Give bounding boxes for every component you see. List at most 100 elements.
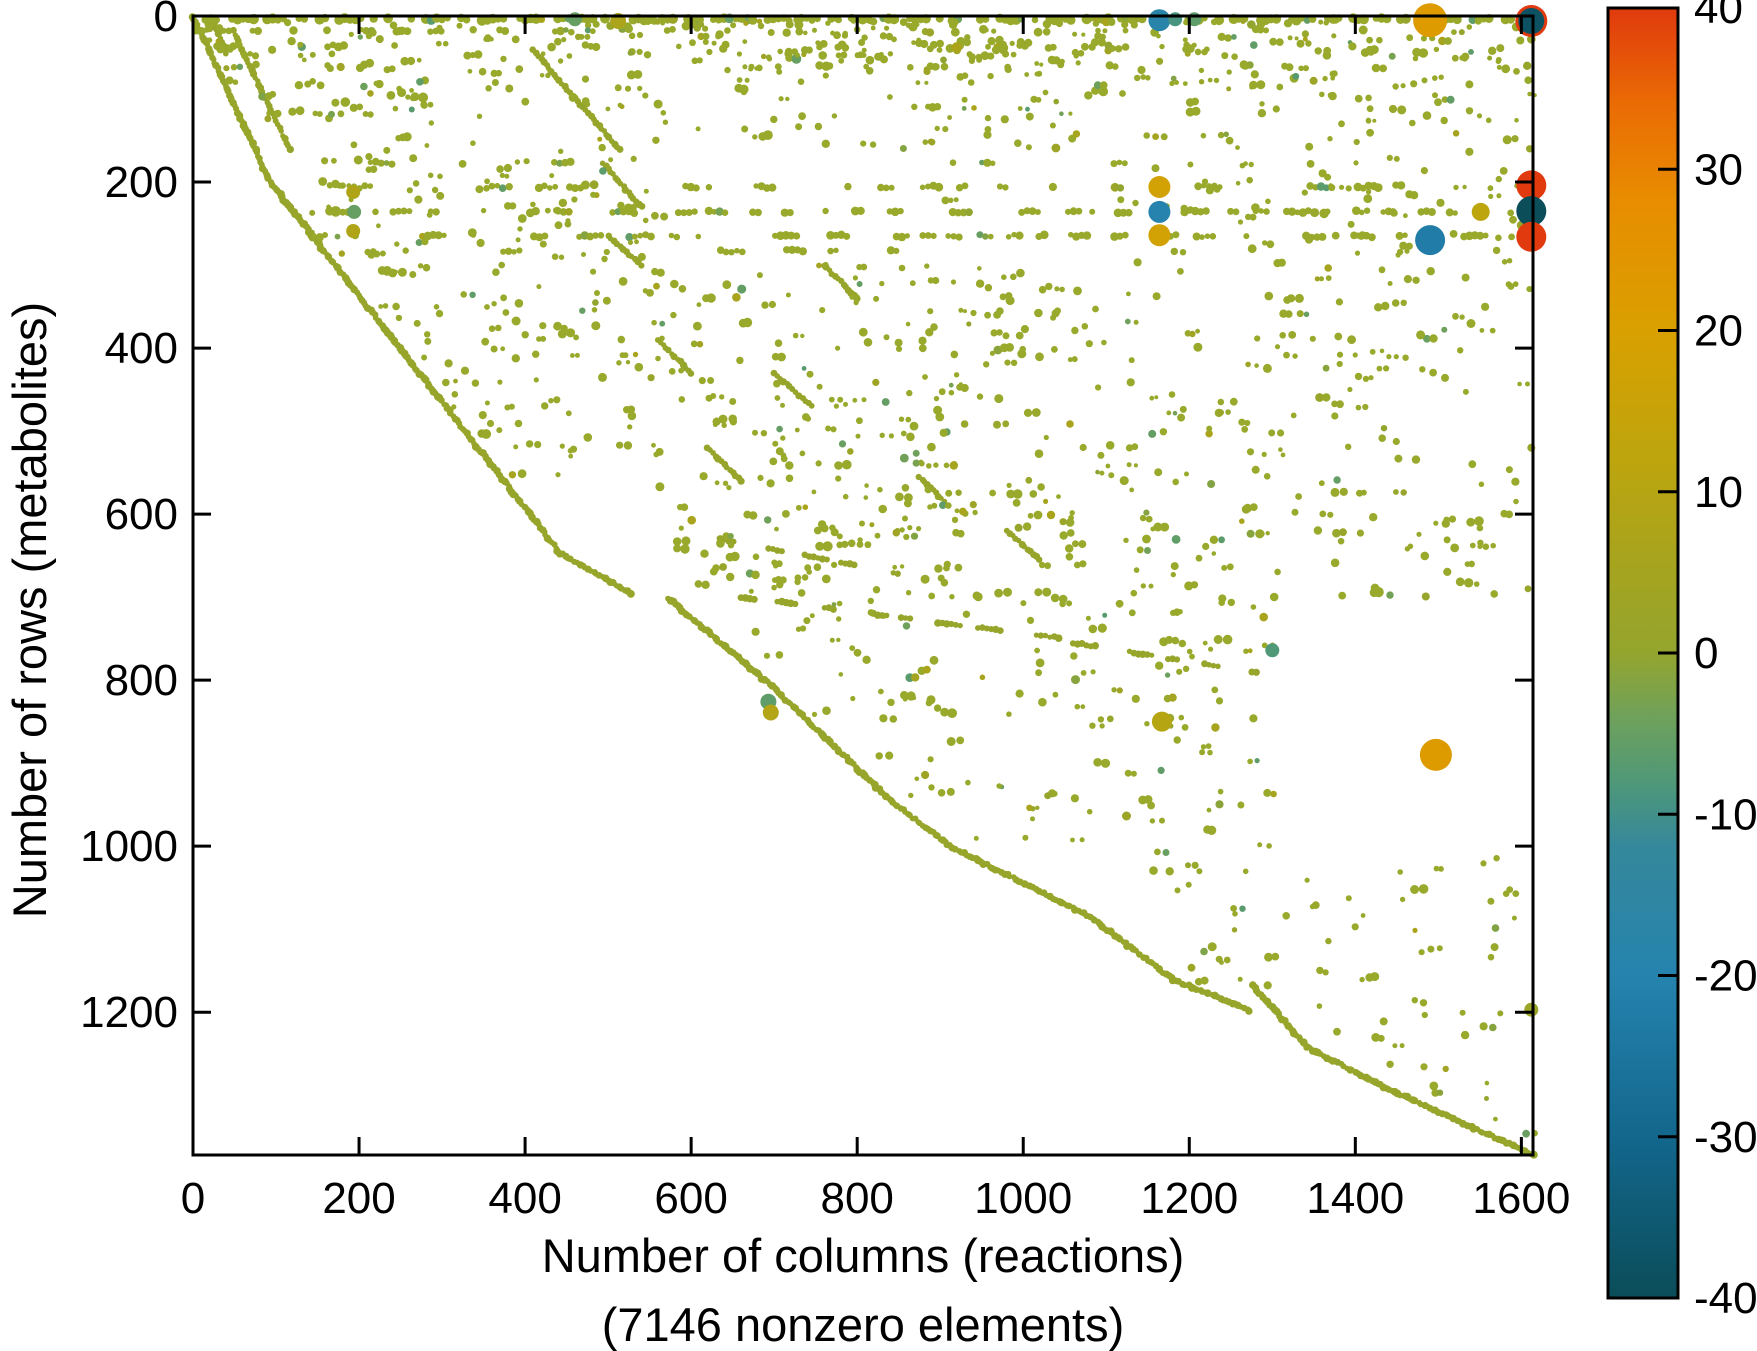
matrix-dot (927, 138, 935, 145)
matrix-dot (954, 563, 963, 572)
matrix-dot (1282, 912, 1290, 920)
matrix-dot (699, 472, 708, 481)
matrix-dot (1429, 1081, 1439, 1091)
matrix-dot (1147, 801, 1155, 810)
matrix-dot (223, 65, 230, 72)
matrix-dot (911, 40, 916, 45)
matrix-dot (960, 420, 969, 428)
matrix-dot (1018, 269, 1023, 274)
matrix-dot (1216, 19, 1222, 26)
matrix-dot (1221, 564, 1228, 571)
y-tick-label: 400 (105, 324, 178, 373)
matrix-dot (1217, 32, 1226, 42)
matrix-dot (1073, 286, 1082, 296)
matrix-dot (1254, 335, 1261, 342)
matrix-dot (541, 232, 549, 240)
matrix-dot (1277, 429, 1285, 437)
matrix-dot (628, 32, 636, 40)
matrix-dot (1315, 393, 1324, 402)
matrix-dot (1026, 616, 1035, 625)
matrix-dot (373, 80, 380, 87)
matrix-dot (947, 708, 957, 719)
matrix-dot (395, 314, 403, 322)
matrix-dot (803, 30, 808, 36)
matrix-dot (558, 254, 565, 260)
matrix-dot (1392, 437, 1400, 446)
matrix-dot (912, 449, 920, 457)
matrix-dot (602, 296, 611, 305)
matrix-dot (911, 103, 918, 111)
matrix-dot (984, 284, 993, 292)
matrix-dot (1403, 275, 1412, 284)
matrix-dot (744, 77, 750, 83)
matrix-dot (570, 353, 575, 358)
matrix-dot (1411, 997, 1419, 1004)
matrix-dot (724, 27, 731, 34)
matrix-dot (1460, 1030, 1470, 1040)
matrix-dot (536, 336, 542, 342)
matrix-dot (1097, 623, 1107, 633)
matrix-dot (934, 564, 943, 573)
matrix-dot (1130, 770, 1137, 777)
matrix-dot (768, 300, 777, 309)
matrix-dot (996, 183, 1004, 190)
matrix-dot (1022, 522, 1032, 531)
matrix-dot (996, 783, 1002, 789)
matrix-dot (859, 520, 865, 527)
matrix-dot (421, 354, 428, 361)
matrix-dot (630, 155, 637, 162)
matrix-dot (1302, 65, 1309, 72)
matrix-dot (1195, 328, 1200, 334)
matrix-dot (1287, 294, 1296, 303)
matrix-dot (1238, 418, 1246, 426)
matrix-dot (1211, 686, 1219, 694)
matrix-dot (1333, 476, 1341, 484)
matrix-dot (887, 51, 894, 57)
matrix-dot (1462, 184, 1467, 190)
matrix-dot (424, 143, 430, 148)
matrix-dot (1073, 561, 1081, 569)
matrix-dot (853, 648, 862, 657)
notable-point (1148, 176, 1171, 198)
matrix-dot (1042, 587, 1052, 597)
matrix-dot (908, 792, 914, 799)
matrix-dot (829, 524, 836, 532)
matrix-dot (1436, 1089, 1444, 1096)
matrix-dot (1511, 135, 1519, 143)
matrix-dot (1336, 400, 1344, 409)
matrix-dot (1524, 585, 1532, 593)
matrix-dot (1095, 469, 1100, 475)
matrix-dot (508, 471, 517, 479)
matrix-dot (705, 184, 713, 191)
matrix-dot (919, 232, 927, 239)
matrix-dot (1223, 131, 1229, 138)
matrix-dot (1322, 364, 1330, 372)
matrix-dot (361, 182, 369, 190)
matrix-dot (736, 51, 743, 57)
matrix-dot (553, 321, 562, 331)
matrix-dot (756, 272, 763, 279)
matrix-dot (861, 397, 867, 403)
matrix-dot (1160, 133, 1168, 141)
matrix-dot (818, 51, 827, 60)
matrix-dot (961, 72, 969, 79)
matrix-dot (1249, 714, 1258, 723)
matrix-dot (711, 40, 717, 46)
matrix-dot (918, 344, 927, 353)
matrix-dot (1502, 135, 1512, 145)
notable-point (1148, 9, 1171, 32)
matrix-dot (943, 564, 950, 572)
matrix-dot (1292, 72, 1300, 80)
matrix-dot (501, 27, 510, 35)
matrix-dot (953, 197, 959, 203)
matrix-dot (619, 104, 625, 110)
matrix-dot (838, 440, 847, 448)
matrix-dot (706, 48, 713, 56)
matrix-dot (822, 207, 829, 215)
matrix-dot (730, 22, 737, 29)
matrix-dot (844, 182, 852, 191)
matrix-dot (973, 835, 979, 841)
matrix-dot (863, 495, 869, 500)
matrix-dot (948, 197, 954, 203)
